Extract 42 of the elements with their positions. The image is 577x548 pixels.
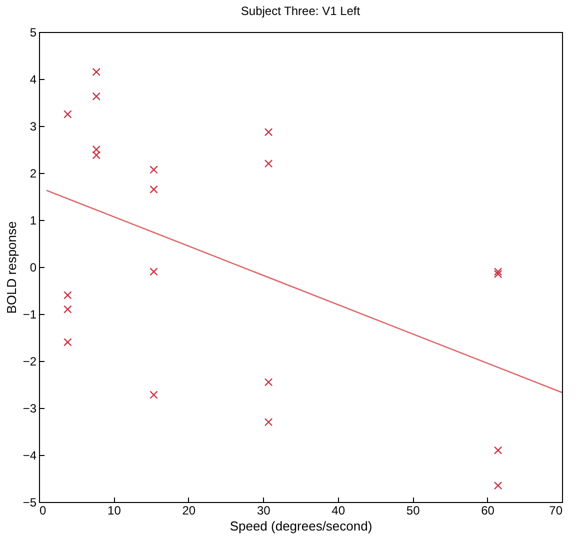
- y-tick-label: 1: [30, 214, 37, 228]
- point: [150, 390, 158, 399]
- point: [92, 92, 101, 101]
- x-tick-label: 30: [256, 504, 271, 518]
- point: [264, 418, 273, 426]
- y-tick-label: −4: [22, 448, 37, 462]
- point: [494, 446, 502, 454]
- point: [92, 151, 101, 160]
- x-tick-label: 10: [108, 504, 122, 518]
- y-tick-label: 2: [30, 166, 37, 180]
- y-tick-label: 4: [30, 72, 37, 86]
- point: [150, 166, 158, 174]
- x-tick-label: 40: [332, 504, 346, 518]
- point: [92, 68, 101, 76]
- point: [64, 291, 72, 300]
- y-tick-label: −2: [22, 354, 37, 368]
- y-tick-label: 3: [30, 120, 37, 134]
- x-tick-label: 70: [549, 504, 563, 518]
- x-axis-title: Speed (degrees/second): [230, 518, 372, 534]
- chart-title: Subject Three: V1 Left: [240, 4, 361, 18]
- x-tick-label: 50: [406, 504, 420, 518]
- point: [494, 481, 502, 490]
- point: [264, 159, 273, 168]
- point: [150, 268, 158, 276]
- point: [92, 145, 101, 154]
- y-tick-label: −1: [22, 308, 37, 322]
- point: [494, 268, 502, 276]
- point: [494, 270, 502, 278]
- point: [150, 185, 158, 194]
- x-tick-label: 60: [481, 504, 495, 518]
- y-tick-label: −3: [22, 402, 37, 416]
- y-tick-label: −5: [22, 496, 37, 510]
- point: [264, 128, 273, 136]
- y-tick-label: 5: [30, 26, 37, 40]
- y-tick-label: 0: [30, 260, 37, 274]
- point: [64, 305, 72, 314]
- y-axis-title: BOLD response: [4, 221, 19, 314]
- x-tick-label: 20: [182, 504, 196, 518]
- point: [64, 338, 72, 346]
- x-tick-label: 0: [40, 504, 46, 518]
- point: [264, 378, 273, 386]
- point: [64, 110, 72, 118]
